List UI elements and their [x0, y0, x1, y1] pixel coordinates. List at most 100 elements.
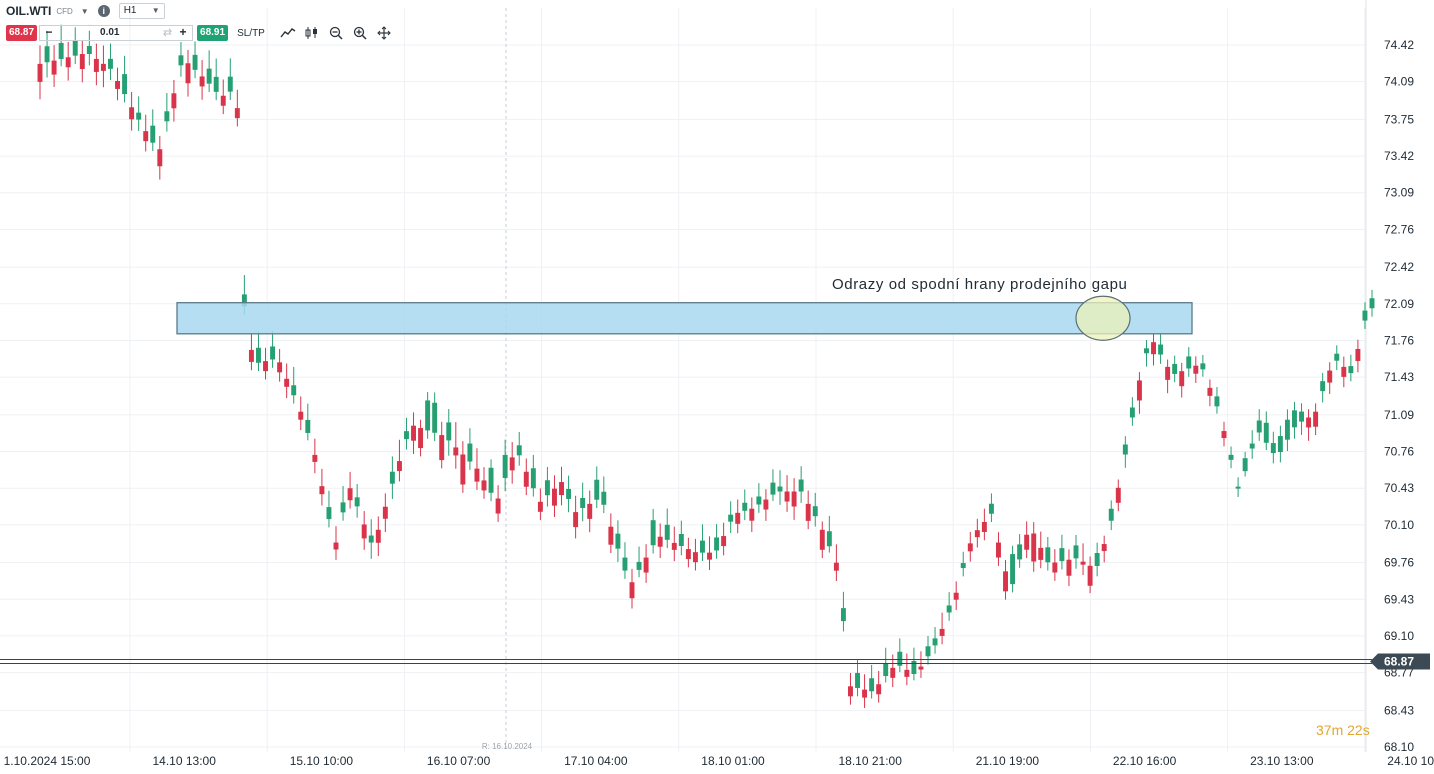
candle-body [136, 112, 142, 120]
candle-body [213, 76, 219, 92]
candle-body [44, 46, 50, 63]
candle-body [960, 563, 966, 569]
candle-body [869, 678, 875, 692]
candle-body [650, 520, 656, 546]
symbol-name[interactable]: OIL.WTI [6, 4, 52, 18]
candle-body [580, 497, 586, 508]
candle-body [1108, 508, 1114, 521]
candle-body [502, 454, 508, 478]
candle-body [446, 422, 452, 441]
y-tick-label: 71.43 [1384, 370, 1414, 384]
info-icon[interactable]: i [97, 5, 110, 17]
candle-body [904, 669, 910, 677]
x-tick-label: 15.10 10:00 [290, 754, 354, 768]
y-tick-label: 73.09 [1384, 186, 1414, 200]
candle-body [530, 468, 536, 489]
candle-body [108, 58, 113, 69]
symbol-header: OIL.WTI CFD ▼ i H1 ▼ [6, 3, 165, 19]
bounce-highlight-ellipse [1075, 295, 1131, 341]
candle-body [1158, 344, 1164, 355]
candle-body [1270, 443, 1276, 454]
candle-body [1172, 363, 1178, 374]
candle-body [396, 461, 402, 472]
candle-body [925, 646, 931, 657]
candle-body [566, 488, 572, 499]
candle-body [1073, 545, 1079, 559]
candle-body [1165, 366, 1171, 380]
timeframe-select[interactable]: H1 ▼ [118, 3, 165, 19]
y-tick-label: 68.10 [1384, 740, 1414, 754]
candle-body [742, 502, 748, 511]
candle-body [1115, 487, 1121, 503]
sell-price-button[interactable]: 68.87 [6, 25, 38, 41]
y-tick-label: 71.76 [1384, 333, 1414, 347]
candle-body [1334, 353, 1340, 361]
x-tick-label: 14.10 13:00 [152, 754, 216, 768]
zoom-in-icon[interactable] [349, 25, 371, 41]
decrease-quantity-button[interactable]: − [45, 25, 53, 39]
candle-body [284, 378, 290, 387]
candle-body [326, 507, 332, 520]
candlestick-type-icon[interactable] [301, 25, 323, 41]
candle-body [100, 63, 106, 71]
candle-body [784, 491, 790, 502]
candle-body [939, 628, 945, 636]
sell-gap-zone [176, 302, 1193, 335]
candle-body [1059, 548, 1065, 562]
x-tick-label: 16.10 07:00 [427, 754, 491, 768]
quantity-stepper[interactable]: − 0.01 ⇄ + [39, 25, 194, 41]
candle-body [86, 46, 92, 55]
y-tick-label: 70.43 [1384, 481, 1414, 495]
candle-body [1101, 544, 1107, 552]
instrument-type-label: CFD [56, 6, 73, 16]
candle-body [798, 479, 804, 492]
candle-body [404, 431, 409, 440]
buy-price-button[interactable]: 68.91 [197, 25, 229, 41]
candle-body [876, 684, 882, 695]
line-chart-icon[interactable] [277, 25, 299, 41]
timer-seconds-unit: s [1362, 722, 1370, 738]
timeframe-value: H1 [123, 5, 137, 16]
candle-body [1066, 559, 1072, 576]
candle-body [833, 562, 839, 571]
candle-body [643, 557, 649, 573]
candle-body [1242, 458, 1248, 472]
candle-body [509, 457, 515, 471]
candle-body [974, 530, 980, 538]
crosshair-move-icon[interactable] [373, 25, 395, 41]
sltp-button[interactable]: SL/TP [237, 27, 265, 39]
quantity-value[interactable]: 0.01 [100, 27, 120, 38]
candle-body [270, 346, 276, 360]
candle-body [544, 480, 550, 496]
candle-body [361, 524, 367, 539]
increase-quantity-button[interactable]: + [179, 25, 187, 39]
crosshair-date-label: R: 16.10.2024 [482, 742, 533, 751]
candle-body [185, 63, 191, 84]
candle-body [721, 536, 727, 547]
y-tick-label: 72.09 [1384, 297, 1414, 311]
candle-body [1017, 544, 1023, 560]
candle-body [671, 542, 677, 550]
candle-body [763, 499, 769, 510]
candle-body [777, 486, 783, 492]
candle-body [1144, 348, 1149, 354]
candle-body [692, 552, 698, 563]
x-tick-label: 22.10 16:00 [1113, 754, 1177, 768]
y-tick-label: 71.09 [1384, 408, 1414, 422]
zoom-out-icon[interactable] [325, 25, 347, 41]
candle-body [932, 638, 938, 646]
candle-body [636, 561, 642, 570]
candle-body [72, 40, 78, 56]
candle-body [1263, 422, 1269, 443]
candle-body [988, 503, 994, 514]
trade-bar: 68.87 − 0.01 ⇄ + 68.91 SL/TP [0, 25, 395, 41]
candle-body [234, 108, 240, 119]
candle-body [594, 479, 600, 500]
candle-body [319, 486, 325, 495]
swap-icon[interactable]: ⇄ [162, 27, 173, 39]
candle-body [791, 491, 797, 507]
candle-body [918, 666, 924, 670]
y-tick-label: 69.10 [1384, 629, 1414, 643]
symbol-dropdown-icon[interactable]: ▼ [80, 6, 89, 16]
